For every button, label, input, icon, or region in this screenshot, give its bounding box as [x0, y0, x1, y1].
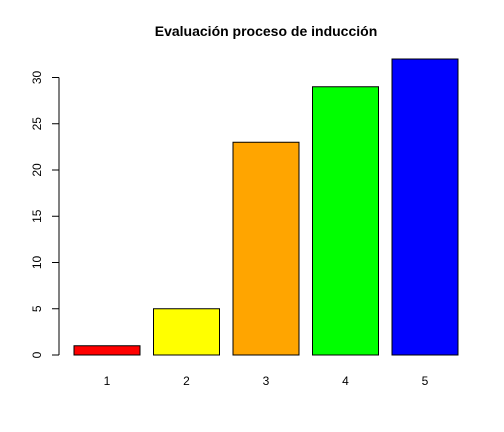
- bars-group: [73, 58, 459, 356]
- bar-3: [232, 141, 300, 356]
- x-tick-label: 1: [104, 374, 111, 388]
- x-tick-label: 4: [342, 374, 349, 388]
- bar-2: [153, 308, 220, 356]
- y-tick-label: 0: [30, 351, 44, 358]
- y-tick-label: 25: [30, 117, 44, 131]
- y-tick-label: 20: [30, 163, 44, 177]
- x-tick-label: 5: [422, 374, 429, 388]
- x-axis-labels: 1 2 3 4 5: [104, 374, 429, 388]
- x-tick-label: 3: [263, 374, 270, 388]
- y-tick-label: 15: [30, 209, 44, 223]
- chart-title: Evaluación proceso de inducción: [155, 23, 378, 39]
- bar-1: [73, 345, 141, 356]
- x-tick-label: 2: [183, 374, 190, 388]
- y-axis: 0 5 10 15 20 25 30: [30, 71, 60, 358]
- y-tick-label: 5: [30, 305, 44, 312]
- bar-5: [391, 58, 459, 356]
- y-tick-label: 30: [30, 71, 44, 85]
- bar-4: [312, 86, 379, 356]
- y-tick-label: 10: [30, 256, 44, 270]
